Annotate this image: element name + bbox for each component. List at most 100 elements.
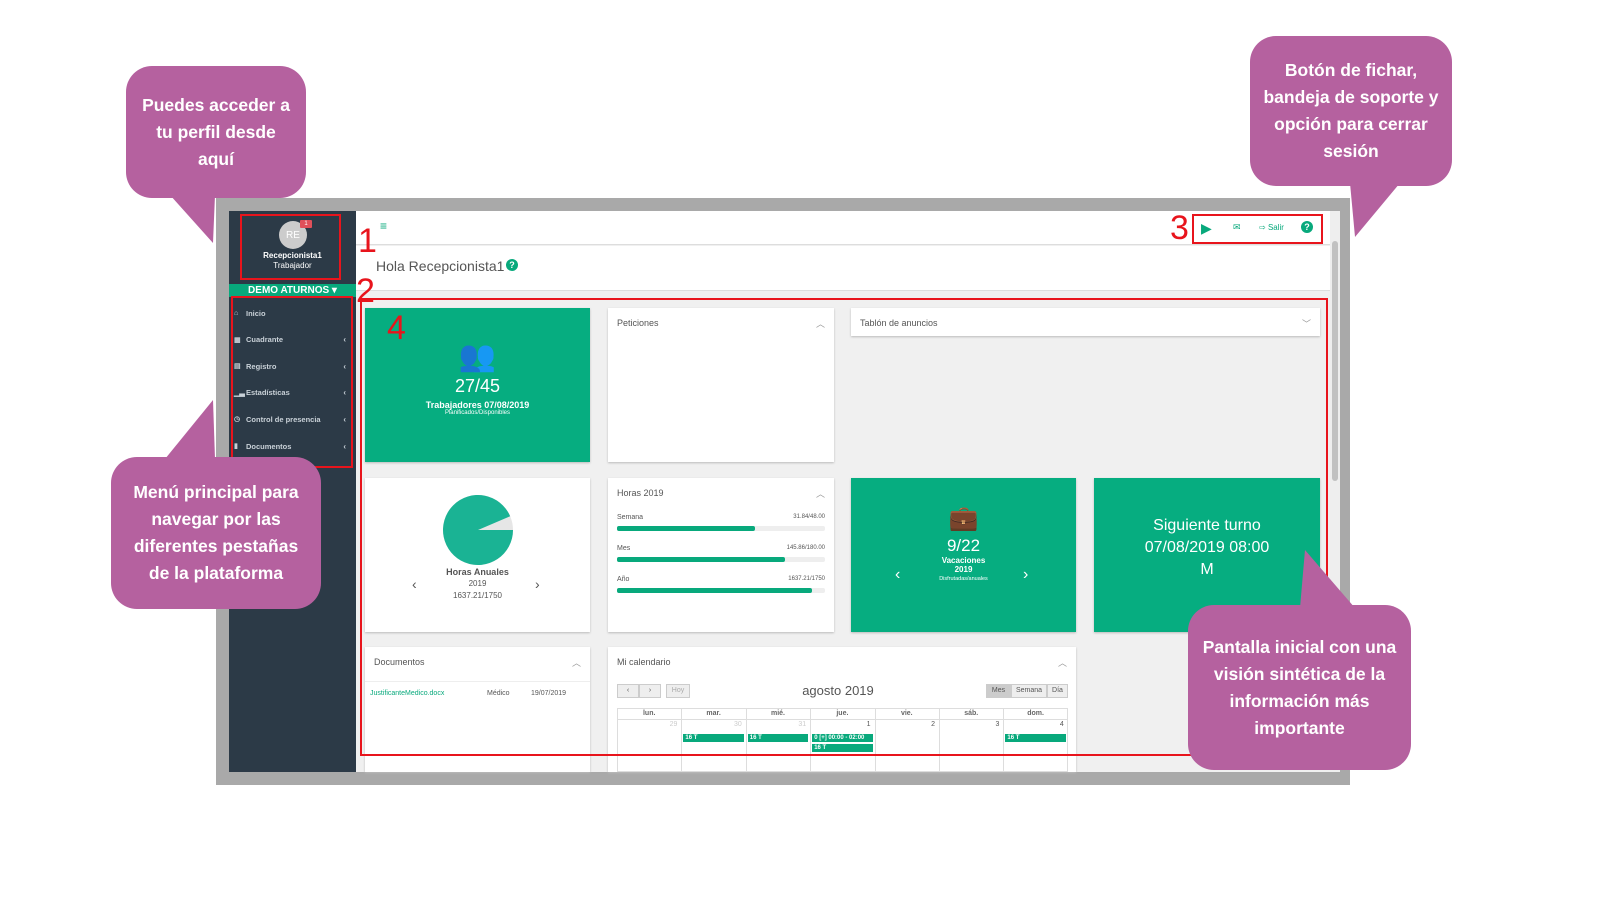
pie-slice-worked (443, 495, 513, 565)
view-month-button[interactable]: Mes (986, 684, 1011, 698)
callout-tail (1300, 550, 1355, 608)
hours-card: Horas 2019 ︿ Semana 31.84/48.00 Mes 145.86/1… (608, 478, 834, 632)
calendar-date: 29 (669, 721, 678, 728)
callout-tail (165, 400, 215, 459)
calendar-weekday: mié. (770, 710, 785, 717)
calendar-weekday: vie. (900, 710, 913, 717)
hours-row-label: Semana (617, 514, 644, 521)
workers-sub: Planificados/Disponibles (444, 410, 511, 416)
requests-card: Peticiones ︿ (608, 308, 834, 462)
support-mail-icon[interactable]: ✉ (1233, 222, 1241, 232)
user-role: Trabajador (273, 261, 312, 270)
calendar-day-cell[interactable] (617, 708, 682, 772)
calendar-date: 3 (995, 721, 1000, 728)
sidebar-item-control-de-presencia[interactable]: ◷ Control de presencia ‹ (229, 411, 356, 427)
board-card: Tablón de anuncios ﹀ (851, 308, 1320, 336)
collapse-icon[interactable]: ︿ (1057, 658, 1067, 668)
callout-dashboard: Pantalla inicial con una visión sintétic… (1188, 605, 1411, 770)
callout-tail (1350, 183, 1400, 237)
card-title: Documentos (374, 657, 425, 667)
hours-progress-bar (617, 526, 825, 531)
chevron-left-icon: ‹ (343, 361, 346, 371)
card-title: Horas 2019 (617, 488, 664, 498)
scrollbar[interactable] (1330, 211, 1340, 772)
calendar-day-cell[interactable] (810, 708, 875, 772)
sidebar-item-documentos[interactable]: ▮ Documentos ‹ (229, 438, 356, 454)
annotation-number: 1 (358, 222, 377, 260)
annotation-box-4 (360, 298, 1328, 756)
chevron-left-icon: ‹ (343, 388, 346, 398)
sidebar-item-label: Control de presencia (246, 414, 321, 424)
scrollbar-thumb[interactable] (1332, 241, 1338, 481)
menu-toggle-icon[interactable]: ≡ (380, 219, 388, 233)
document-link[interactable]: JustificanteMedico.docx (370, 690, 445, 697)
home-icon: ⌂ (234, 309, 239, 317)
document-type: Médico (487, 690, 510, 697)
prev-arrow-icon[interactable]: ‹ (412, 576, 417, 592)
calendar-weekday: mar. (706, 710, 721, 717)
vacations-value: 9/22 (946, 536, 981, 555)
calendar-icon: ▦ (234, 336, 241, 344)
users-icon: 👥 (458, 340, 497, 373)
annual-hours-value: 1637.21/1750 (453, 591, 502, 600)
collapse-icon[interactable]: ︿ (815, 489, 825, 499)
help-icon[interactable]: ? (1301, 221, 1313, 233)
calendar-date: 31 (798, 721, 807, 728)
view-week-button[interactable]: Semana (1011, 684, 1047, 698)
annotation-number: 2 (356, 272, 375, 310)
sidebar-item-cuadrante[interactable]: ▦ Cuadrante ‹ (229, 332, 356, 348)
vacations-year: 2019 (954, 565, 973, 574)
documents-card: Documentos ︿ JustificanteMedico.docx Médi… (365, 647, 590, 772)
annotation-number: 4 (387, 309, 406, 347)
help-icon[interactable]: ? (506, 259, 518, 271)
calendar-event[interactable]: 16 T (683, 734, 744, 742)
sidebar-item-inicio[interactable]: ⌂ Inicio (229, 305, 356, 321)
view-day-button[interactable]: Día (1047, 684, 1068, 698)
hours-row-value: 145.86/180.00 (786, 545, 825, 551)
sidebar-item-label: Inicio (246, 308, 266, 318)
hours-progress-fill (617, 588, 812, 593)
profile-link[interactable]: RE 1 Recepcionista1 Trabajador (229, 211, 356, 281)
sidebar-item-registro[interactable]: ▤ Registro ‹ (229, 358, 356, 374)
calendar-next-button[interactable]: › (639, 684, 661, 698)
hours-row-label: Año (617, 576, 630, 583)
notification-badge: 1 (300, 220, 312, 228)
calendar-day-cell[interactable] (1003, 708, 1068, 772)
annual-hours-pie (443, 495, 513, 565)
clock-icon: ◷ (234, 416, 241, 424)
prev-arrow-icon[interactable]: ‹ (895, 566, 901, 583)
page-title: Hola Recepcionista1 (376, 258, 505, 274)
hours-progress-fill (617, 526, 755, 531)
next-arrow-icon[interactable]: › (1023, 566, 1029, 583)
collapse-icon[interactable]: ︿ (815, 319, 825, 329)
sidebar-item-estadísticas[interactable]: ▁▃ Estadísticas ‹ (229, 385, 356, 401)
logout-button[interactable]: ⇨ Salir (1259, 223, 1284, 232)
hours-progress-bar (617, 557, 825, 562)
card-title: Tablón de anuncios (860, 318, 938, 328)
vacations-sub: Disfrutadas/anuales (939, 576, 988, 582)
calendar-event[interactable]: 16 T (747, 734, 809, 742)
annotation-box-3 (1192, 214, 1323, 244)
calendar-day-cell[interactable] (874, 708, 939, 772)
calendar-event[interactable]: 16 T (812, 744, 873, 752)
calendar-day-cell[interactable] (939, 708, 1004, 772)
card-title: Peticiones (617, 318, 659, 328)
next-arrow-icon[interactable]: › (535, 576, 540, 592)
calendar-event[interactable]: 0 [+] 00:00 - 02:00 (812, 734, 873, 742)
clock-in-play-icon[interactable]: ▶ (1201, 220, 1212, 236)
document-date: 19/07/2019 (531, 690, 567, 697)
chevron-left-icon: ‹ (343, 414, 346, 424)
logout-icon: ⇨ (1259, 223, 1268, 232)
calendar-today-button[interactable]: Hoy (666, 684, 690, 698)
expand-icon[interactable]: ﹀ (1301, 319, 1311, 329)
calendar-event[interactable]: 16 T (1005, 734, 1066, 742)
calendar-day-cell[interactable] (681, 708, 746, 772)
collapse-icon[interactable]: ︿ (571, 658, 581, 668)
calendar-day-cell[interactable] (745, 708, 811, 772)
calendar-prev-button[interactable]: ‹ (617, 684, 639, 698)
company-dropdown[interactable]: DEMO ATURNOS ▾ (229, 284, 356, 297)
chevron-left-icon: ‹ (343, 335, 346, 345)
workers-card: 👥 27/45 Trabajadores 07/08/2019 Planific… (365, 308, 590, 462)
annotation-box-1 (240, 214, 341, 280)
